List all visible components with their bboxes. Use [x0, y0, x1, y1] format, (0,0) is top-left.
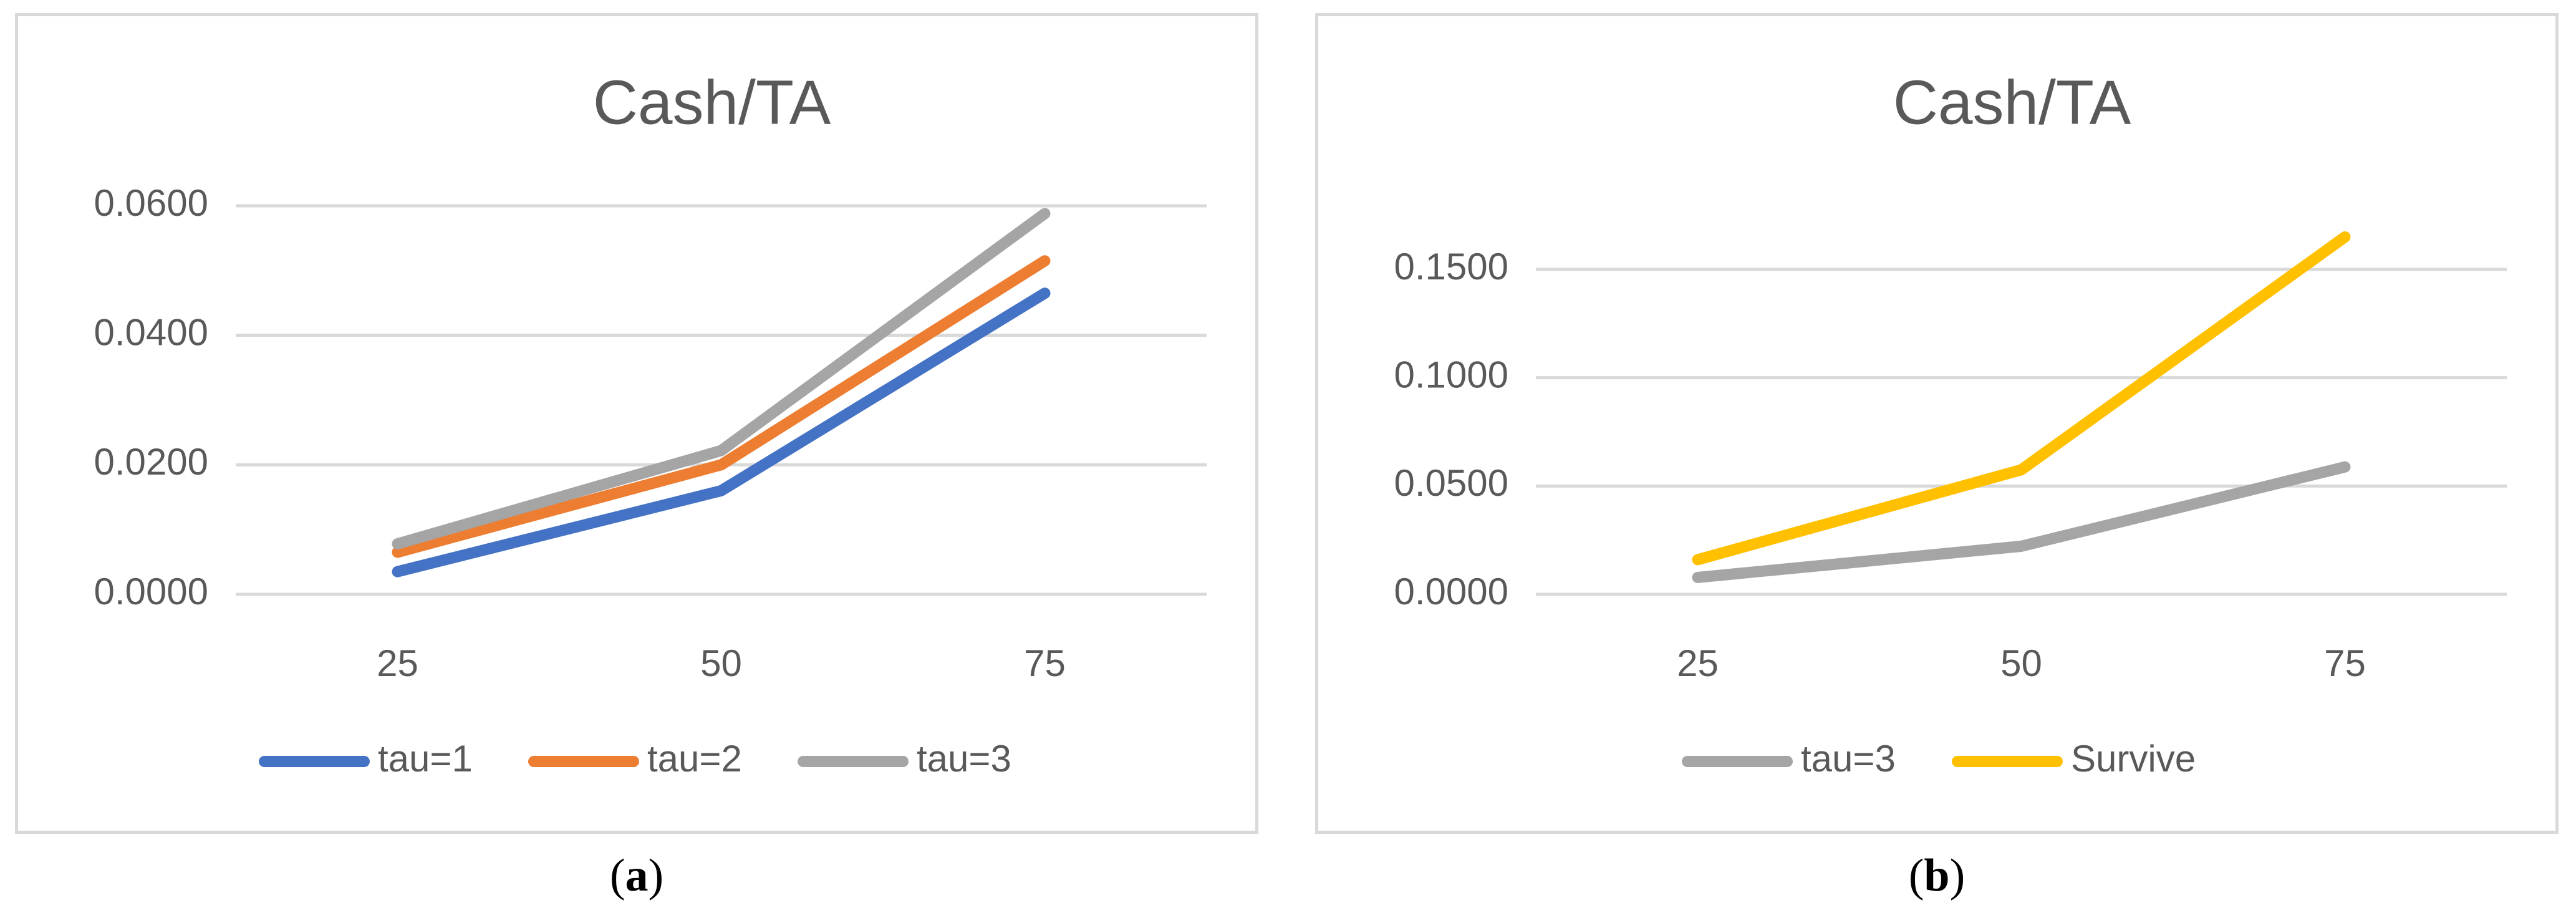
chart-a-ytick-label: 0.0000: [94, 571, 208, 612]
chart-a-legend-label: tau=2: [647, 738, 742, 780]
chart-a-series-line-tau-3: [392, 208, 1051, 550]
chart-b-series-line-survive: [1692, 231, 2351, 566]
chart-b-xtick-label: 75: [2324, 642, 2366, 684]
chart-b-title: Cash/TA: [1893, 67, 2131, 137]
chart-a-xtick-label: 25: [377, 642, 418, 684]
chart-b-xtick-label: 50: [2000, 642, 2042, 684]
chart-a-svg: Cash/TA 0.0000 0.0200 0.0400 0.0600 25 50 75 tau…: [94, 67, 1207, 780]
chart-a-legend-label: tau=1: [378, 738, 473, 780]
chart-b-ytick-label: 0.1500: [1394, 246, 1508, 287]
chart-a-xtick-label: 75: [1024, 642, 1066, 684]
caption-b: (b): [1908, 850, 1966, 901]
chart-b-xtick-label: 25: [1677, 642, 1719, 684]
chart-a-xtick-label: 50: [700, 642, 742, 684]
chart-b-legend-label: tau=3: [1801, 738, 1896, 780]
chart-b-ytick-label: 0.1000: [1394, 354, 1508, 396]
caption-a-letter: a: [625, 850, 649, 901]
chart-a-ytick-label: 0.0200: [94, 441, 208, 483]
chart-b-ytick-label: 0.0500: [1394, 462, 1508, 504]
chart-b-series-line-tau-3: [1692, 461, 2351, 583]
chart-a-ytick-label: 0.0600: [94, 182, 208, 224]
chart-a-series-line-tau-1: [392, 287, 1051, 577]
chart-b-legend-label: Survive: [2071, 738, 2196, 780]
chart-panel-b: Cash/TA 0.0000 0.0500 0.1000 0.1500 25 50 75 tau…: [1315, 13, 2559, 834]
chart-a-ytick-label: 0.0400: [94, 312, 208, 354]
chart-a-series-line-tau-2: [392, 255, 1051, 558]
chart-a-title: Cash/TA: [593, 67, 831, 137]
chart-b-svg: Cash/TA 0.0000 0.0500 0.1000 0.1500 25 50 75 tau…: [1394, 67, 2507, 780]
chart-a-legend-label: tau=3: [917, 738, 1011, 780]
caption-b-letter: b: [1924, 850, 1950, 901]
caption-a: (a): [609, 850, 664, 901]
chart-panel-a: Cash/TA 0.0000 0.0200 0.0400 0.0600 25 50 75 tau…: [15, 13, 1258, 834]
chart-b-ytick-label: 0.0000: [1394, 571, 1508, 612]
